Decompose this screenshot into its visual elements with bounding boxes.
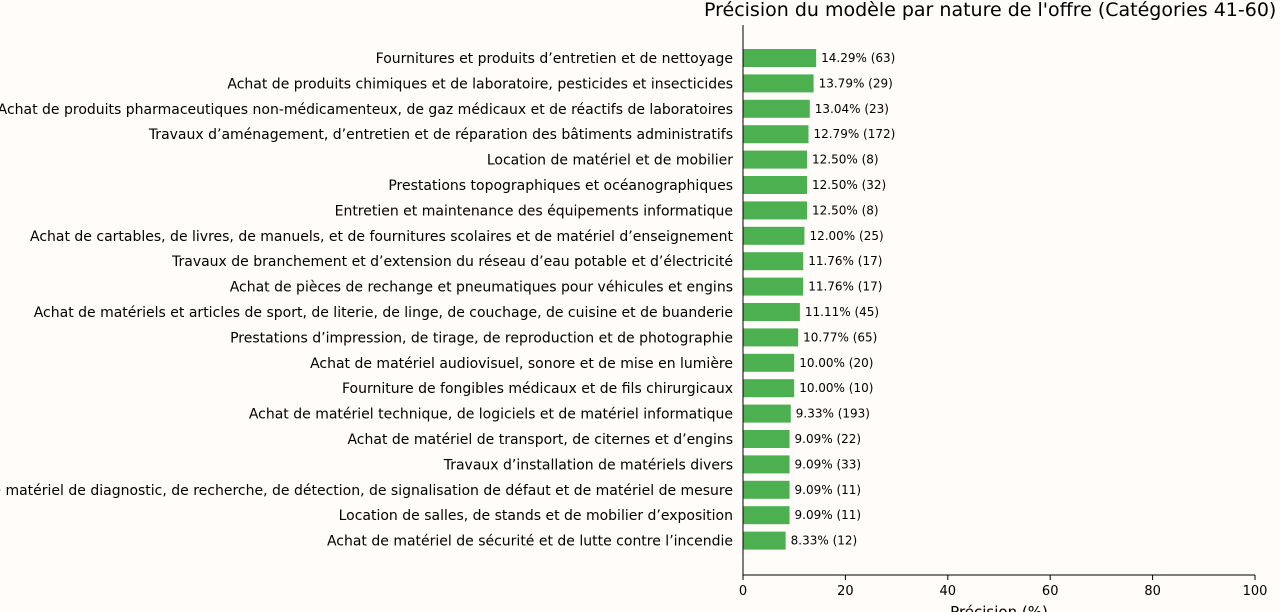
bar-value-label: 9.09% (11) bbox=[795, 483, 862, 497]
bar-value-label: 11.11% (45) bbox=[805, 305, 879, 319]
bar bbox=[743, 480, 790, 499]
bar bbox=[743, 531, 786, 550]
category-label: Achat de produits pharmaceutiques non-mé… bbox=[0, 102, 733, 118]
bar-value-label: 11.76% (17) bbox=[808, 254, 882, 268]
bar-value-label: 12.50% (32) bbox=[812, 178, 886, 192]
bar-value-label: 13.79% (29) bbox=[819, 76, 893, 90]
bar bbox=[743, 99, 810, 118]
chart-title: Précision du modèle par nature de l'offr… bbox=[704, 0, 1276, 21]
bar bbox=[743, 328, 799, 347]
bar bbox=[743, 455, 790, 474]
bar-value-label: 13.04% (23) bbox=[815, 102, 889, 116]
category-label: Travaux d’aménagement, d’entretien et de… bbox=[148, 127, 733, 143]
category-label: Achat de produits chimiques et de labora… bbox=[227, 76, 733, 92]
category-label: Travaux d’installation de matériels dive… bbox=[443, 457, 733, 473]
bar bbox=[743, 277, 804, 296]
category-label: Achat de matériel de transport, de citer… bbox=[347, 432, 733, 448]
bar bbox=[743, 430, 790, 448]
x-axis-label: Précision (%) bbox=[950, 603, 1048, 612]
category-label: Achat de matériels et articles de sport,… bbox=[34, 305, 733, 321]
bar bbox=[743, 379, 795, 398]
category-label: Achat de pièces de rechange et pneumatiq… bbox=[230, 280, 733, 296]
bar bbox=[743, 125, 809, 144]
bar-value-label: 9.09% (22) bbox=[795, 432, 862, 446]
category-label: Fournitures et produits d’entretien et d… bbox=[376, 51, 733, 67]
bar-value-label: 8.33% (12) bbox=[791, 534, 858, 548]
bar bbox=[743, 49, 817, 67]
bar-value-label: 10.00% (10) bbox=[799, 381, 873, 395]
bar-value-label: 14.29% (63) bbox=[821, 51, 895, 65]
category-label: Fourniture de fongibles médicaux et de f… bbox=[342, 381, 733, 397]
bar bbox=[743, 303, 800, 321]
bar bbox=[743, 404, 791, 423]
bar-value-label: 11.76% (17) bbox=[808, 280, 882, 294]
bar bbox=[743, 201, 807, 220]
category-label: Achat de matériel de sécurité et de lutt… bbox=[327, 534, 733, 550]
bar-value-label: 9.33% (193) bbox=[796, 407, 870, 421]
bar-value-label: 9.09% (11) bbox=[795, 508, 862, 522]
bar-value-label: 10.00% (20) bbox=[799, 356, 873, 370]
bar-value-label: 12.79% (172) bbox=[813, 127, 895, 141]
category-label: Location de salles, de stands et de mobi… bbox=[339, 508, 733, 524]
category-label: Achat de cartables, de livres, de manuel… bbox=[30, 229, 734, 245]
bar bbox=[743, 176, 807, 194]
bar bbox=[743, 150, 807, 169]
x-ticks-group: 0 20 40 60 80 100 bbox=[739, 575, 1268, 599]
category-label: Prestations d’impression, de tirage, de … bbox=[230, 330, 733, 346]
x-tick-label: 40 bbox=[940, 584, 957, 599]
bar-value-label: 10.77% (65) bbox=[803, 330, 877, 344]
bar-value-label: 12.00% (25) bbox=[809, 229, 883, 243]
category-label: Prestations topographiques et océanograp… bbox=[388, 178, 733, 194]
bars-group bbox=[743, 49, 817, 550]
x-tick-label: 0 bbox=[739, 584, 747, 599]
category-label: Achat de matériel de diagnostic, de rech… bbox=[0, 483, 733, 499]
bar bbox=[743, 252, 804, 271]
bar-value-label: 12.50% (8) bbox=[812, 153, 879, 167]
category-label: Achat de matériel technique, de logiciel… bbox=[249, 407, 733, 423]
category-label: Travaux de branchement et d’extension du… bbox=[171, 254, 733, 270]
bar bbox=[743, 506, 790, 525]
category-label: Achat de matériel audiovisuel, sonore et… bbox=[310, 356, 733, 372]
x-tick-label: 80 bbox=[1144, 584, 1161, 599]
x-tick-label: 100 bbox=[1243, 584, 1268, 599]
category-labels-group: Fournitures et produits d’entretien et d… bbox=[0, 51, 734, 550]
x-tick-label: 20 bbox=[837, 584, 854, 599]
bar-labels-group: 14.29% (63) 13.79% (29) 13.04% (23) 12.79% … bbox=[791, 51, 896, 548]
bar-value-label: 9.09% (33) bbox=[795, 457, 862, 471]
category-label: Entretien et maintenance des équipements… bbox=[335, 203, 733, 219]
bar bbox=[743, 353, 795, 372]
bar bbox=[743, 74, 814, 93]
x-tick-label: 60 bbox=[1042, 584, 1059, 599]
bar-value-label: 12.50% (8) bbox=[812, 203, 879, 217]
bar bbox=[743, 226, 805, 245]
category-label: Location de matériel et de mobilier bbox=[487, 153, 733, 169]
